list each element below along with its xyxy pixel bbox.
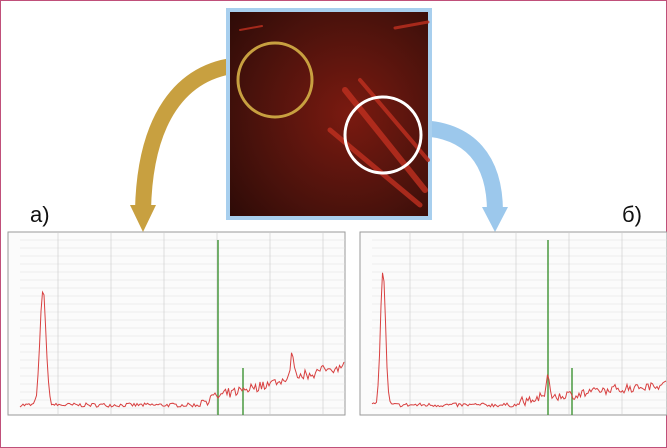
figure-canvas: а) б) bbox=[0, 0, 667, 448]
panel-label: а) bbox=[30, 202, 50, 227]
spectrum-panel bbox=[8, 232, 345, 415]
spectrum-panel bbox=[360, 232, 667, 415]
spectra bbox=[8, 232, 667, 415]
panel-label: б) bbox=[622, 202, 642, 227]
arrow-left bbox=[143, 65, 240, 210]
arrow-right-head bbox=[482, 207, 508, 232]
arrow-left-head bbox=[130, 205, 156, 232]
figure: а) б) bbox=[0, 0, 667, 448]
